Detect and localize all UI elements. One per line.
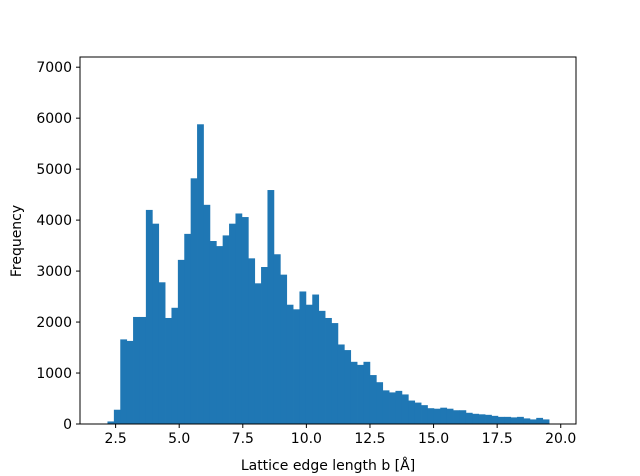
plot-frame: [79, 56, 577, 425]
histogram-bar: [504, 416, 512, 424]
histogram-bar: [171, 307, 179, 424]
x-tick-label: 5.0: [168, 431, 190, 447]
histogram-bar: [184, 233, 192, 424]
histogram-bar: [472, 413, 480, 424]
histogram-bar: [529, 419, 537, 424]
histogram-bar: [414, 402, 422, 424]
histogram-bar: [152, 223, 160, 424]
histogram-bar: [440, 407, 448, 424]
histogram-bar: [433, 408, 441, 424]
histogram-bar: [197, 124, 204, 425]
histogram-bar: [369, 375, 377, 424]
histogram-bar: [273, 254, 281, 424]
histogram-bar: [299, 291, 307, 424]
histogram-bar: [241, 217, 249, 424]
histogram-bar: [248, 258, 256, 424]
histogram-bar: [254, 283, 262, 424]
histogram-bar: [139, 316, 147, 424]
histogram-bar: [446, 408, 454, 424]
histogram-bar: [126, 340, 134, 424]
x-tick-label: 2.5: [104, 431, 126, 447]
histogram-bar: [523, 418, 531, 424]
histogram-bar: [216, 246, 224, 424]
histogram-bar: [235, 213, 243, 424]
histogram-bar: [542, 419, 550, 424]
histogram-bar: [427, 408, 435, 424]
histogram-bar: [497, 416, 505, 424]
histogram-bars: [107, 124, 550, 425]
histogram-bar: [465, 412, 473, 424]
histogram-bar: [478, 414, 486, 424]
histogram-bar: [421, 405, 428, 424]
x-tick-label: 12.5: [354, 431, 385, 447]
x-tick-label: 15.0: [418, 431, 449, 447]
y-tick-label: 6000: [36, 111, 72, 127]
y-tick-label: 4000: [36, 213, 72, 229]
y-tick-label: 1000: [36, 366, 72, 382]
histogram-bar: [376, 382, 384, 424]
histogram-bar: [389, 392, 396, 424]
histogram-bar: [190, 178, 198, 424]
histogram-bar: [401, 394, 409, 424]
histogram-bar: [363, 361, 371, 424]
histogram-bar: [318, 310, 326, 424]
histogram-bar: [331, 323, 339, 424]
x-tick-label: 20.0: [545, 431, 576, 447]
histogram-bar: [357, 364, 364, 424]
histogram-bar: [261, 267, 268, 424]
y-tick-label: 3000: [36, 264, 72, 280]
histogram-bar: [209, 241, 217, 424]
histogram-bar: [133, 316, 140, 424]
histogram-bar: [107, 421, 115, 424]
histogram-bar: [177, 259, 185, 424]
y-axis-ticks: 0 1000 2000 3000 4000 5000 6000 7000: [36, 60, 80, 433]
histogram-bar: [395, 390, 403, 424]
histogram-bar: [280, 274, 288, 424]
histogram-bar: [344, 350, 352, 424]
y-tick-label: 7000: [36, 60, 72, 76]
histogram-bar: [517, 416, 524, 424]
histogram-bar: [305, 304, 313, 424]
histogram-bar: [203, 204, 211, 424]
histogram-bar: [286, 304, 294, 424]
x-tick-label: 17.5: [482, 431, 513, 447]
histogram-bar: [382, 390, 390, 424]
y-tick-label: 0: [63, 417, 72, 433]
histogram-bar: [145, 209, 153, 424]
histogram-bar: [536, 417, 544, 424]
histogram-bar: [165, 317, 172, 424]
x-axis-label: Lattice edge length b [Å]: [241, 457, 415, 474]
histogram-bar: [408, 400, 416, 424]
histogram-bar: [325, 317, 332, 424]
histogram-bar: [120, 339, 128, 424]
y-axis-label: Frequency: [9, 205, 25, 277]
histogram-bar: [158, 282, 166, 424]
histogram-bar: [267, 190, 275, 424]
x-axis-ticks: 2.5 5.0 7.5 10.0 12.5 15.0 17.5 20.0: [104, 424, 576, 447]
y-tick-label: 5000: [36, 162, 72, 178]
histogram-bar: [337, 344, 345, 424]
histogram-bar: [229, 223, 236, 424]
histogram-bar: [459, 410, 467, 424]
histogram-bar: [491, 415, 499, 424]
histogram-bar: [485, 414, 492, 424]
histogram-bar: [312, 294, 320, 424]
x-tick-label: 7.5: [232, 431, 254, 447]
histogram-bar: [113, 409, 121, 424]
histogram-bar: [222, 235, 230, 424]
histogram-bar: [510, 417, 518, 424]
histogram-bar: [350, 361, 358, 424]
y-tick-label: 2000: [36, 315, 72, 331]
x-tick-label: 10.0: [291, 431, 322, 447]
histogram-bar: [453, 410, 460, 424]
histogram-bar: [293, 309, 300, 424]
